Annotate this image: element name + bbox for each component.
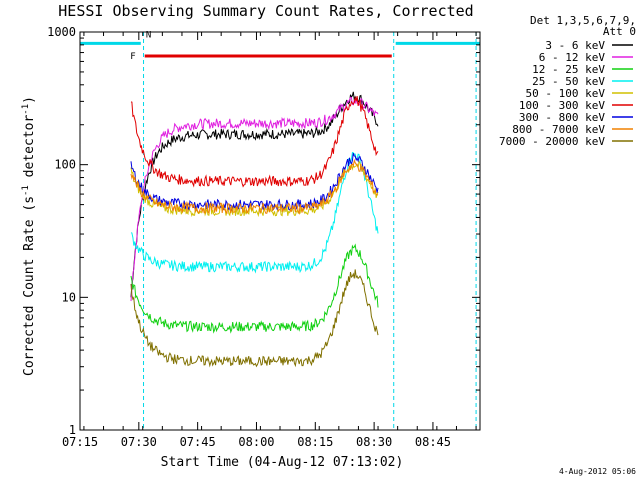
legend-header: Det 1,3,5,6,7,9,	[530, 14, 636, 27]
x-tick-label: 07:30	[121, 435, 157, 449]
series-line-8	[130, 269, 379, 368]
y-axis-label: Corrected Count Rate (s-1 detector-1)	[21, 96, 37, 376]
night-label: N	[146, 30, 151, 40]
plot-frame	[79, 31, 481, 431]
y-tick-label: 100	[54, 158, 76, 172]
legend-label: 25 - 50 keV	[532, 75, 605, 88]
x-tick-label: 08:30	[356, 435, 392, 449]
x-tick-label: 07:45	[180, 435, 216, 449]
footer-timestamp: 4-Aug-2012 05:06	[559, 467, 636, 476]
series-line-3	[130, 151, 379, 274]
x-axis-label: Start Time (04-Aug-12 07:13:02)	[161, 455, 404, 470]
legend-label: 300 - 800 keV	[519, 111, 605, 124]
y-axis: 1 10 100 1000	[47, 25, 480, 437]
legend-header: Att 0	[603, 25, 636, 38]
y-tick-label: 10	[62, 290, 76, 304]
legend-label: 100 - 300 keV	[519, 99, 605, 112]
series-line-2	[130, 243, 379, 334]
series-line-5	[130, 96, 379, 188]
series-line-1	[130, 96, 379, 302]
x-tick-label: 07:15	[62, 435, 98, 449]
x-axis: 07:15 07:30 07:45 08:00 08:15 08:30 08:45	[62, 32, 477, 449]
plot-series	[130, 91, 379, 368]
x-tick-label: 08:45	[415, 435, 451, 449]
series-line-7	[130, 158, 379, 215]
legend-label: 7000 - 20000 keV	[499, 135, 605, 148]
x-tick-label: 08:00	[238, 435, 274, 449]
legend-label: 800 - 7000 keV	[512, 123, 605, 136]
series-line-6	[130, 153, 379, 212]
legend-label: 50 - 100 keV	[526, 87, 606, 100]
flare-label: F	[130, 52, 135, 62]
x-tick-label: 08:15	[297, 435, 333, 449]
chart-title: HESSI Observing Summary Count Rates, Cor…	[58, 2, 473, 20]
plot-annotations: FN	[80, 30, 480, 430]
legend-label: 12 - 25 keV	[532, 63, 605, 76]
legend-label: 3 - 6 keV	[545, 39, 605, 52]
y-tick-label: 1000	[47, 25, 76, 39]
legend-label: 6 - 12 keV	[539, 51, 606, 64]
series-line-0	[130, 91, 379, 298]
y-tick-label: 1	[69, 423, 76, 437]
